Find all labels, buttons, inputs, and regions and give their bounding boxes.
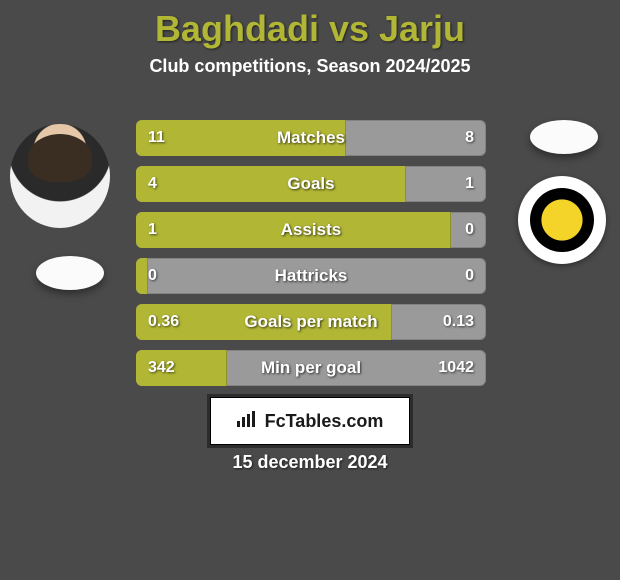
- stat-row: 41Goals: [136, 166, 486, 202]
- stat-row: 10Assists: [136, 212, 486, 248]
- branding-badge: FcTables.com: [207, 394, 413, 448]
- stat-row: 3421042Min per goal: [136, 350, 486, 386]
- stat-label: Assists: [136, 212, 486, 248]
- branding-text: FcTables.com: [265, 411, 384, 432]
- player-left-avatar: [10, 124, 110, 228]
- player-right-flag: [530, 120, 598, 154]
- stat-label: Goals per match: [136, 304, 486, 340]
- stat-label: Min per goal: [136, 350, 486, 386]
- stat-row: 0.360.13Goals per match: [136, 304, 486, 340]
- stat-label: Hattricks: [136, 258, 486, 294]
- stat-row: 118Matches: [136, 120, 486, 156]
- stat-row: 00Hattricks: [136, 258, 486, 294]
- page-title: Baghdadi vs Jarju: [0, 0, 620, 50]
- stat-label: Matches: [136, 120, 486, 156]
- comparison-card: Baghdadi vs Jarju Club competitions, Sea…: [0, 0, 620, 580]
- player-left-flag: [36, 256, 104, 290]
- player-right-club-crest: [518, 176, 606, 264]
- chart-icon: [237, 411, 259, 432]
- crest-icon: [530, 188, 594, 252]
- subtitle: Club competitions, Season 2024/2025: [0, 56, 620, 77]
- date-text: 15 december 2024: [0, 452, 620, 473]
- stat-label: Goals: [136, 166, 486, 202]
- stats-bars: 118Matches 41Goals 10Assists 00Hattricks 0.3…: [136, 120, 486, 396]
